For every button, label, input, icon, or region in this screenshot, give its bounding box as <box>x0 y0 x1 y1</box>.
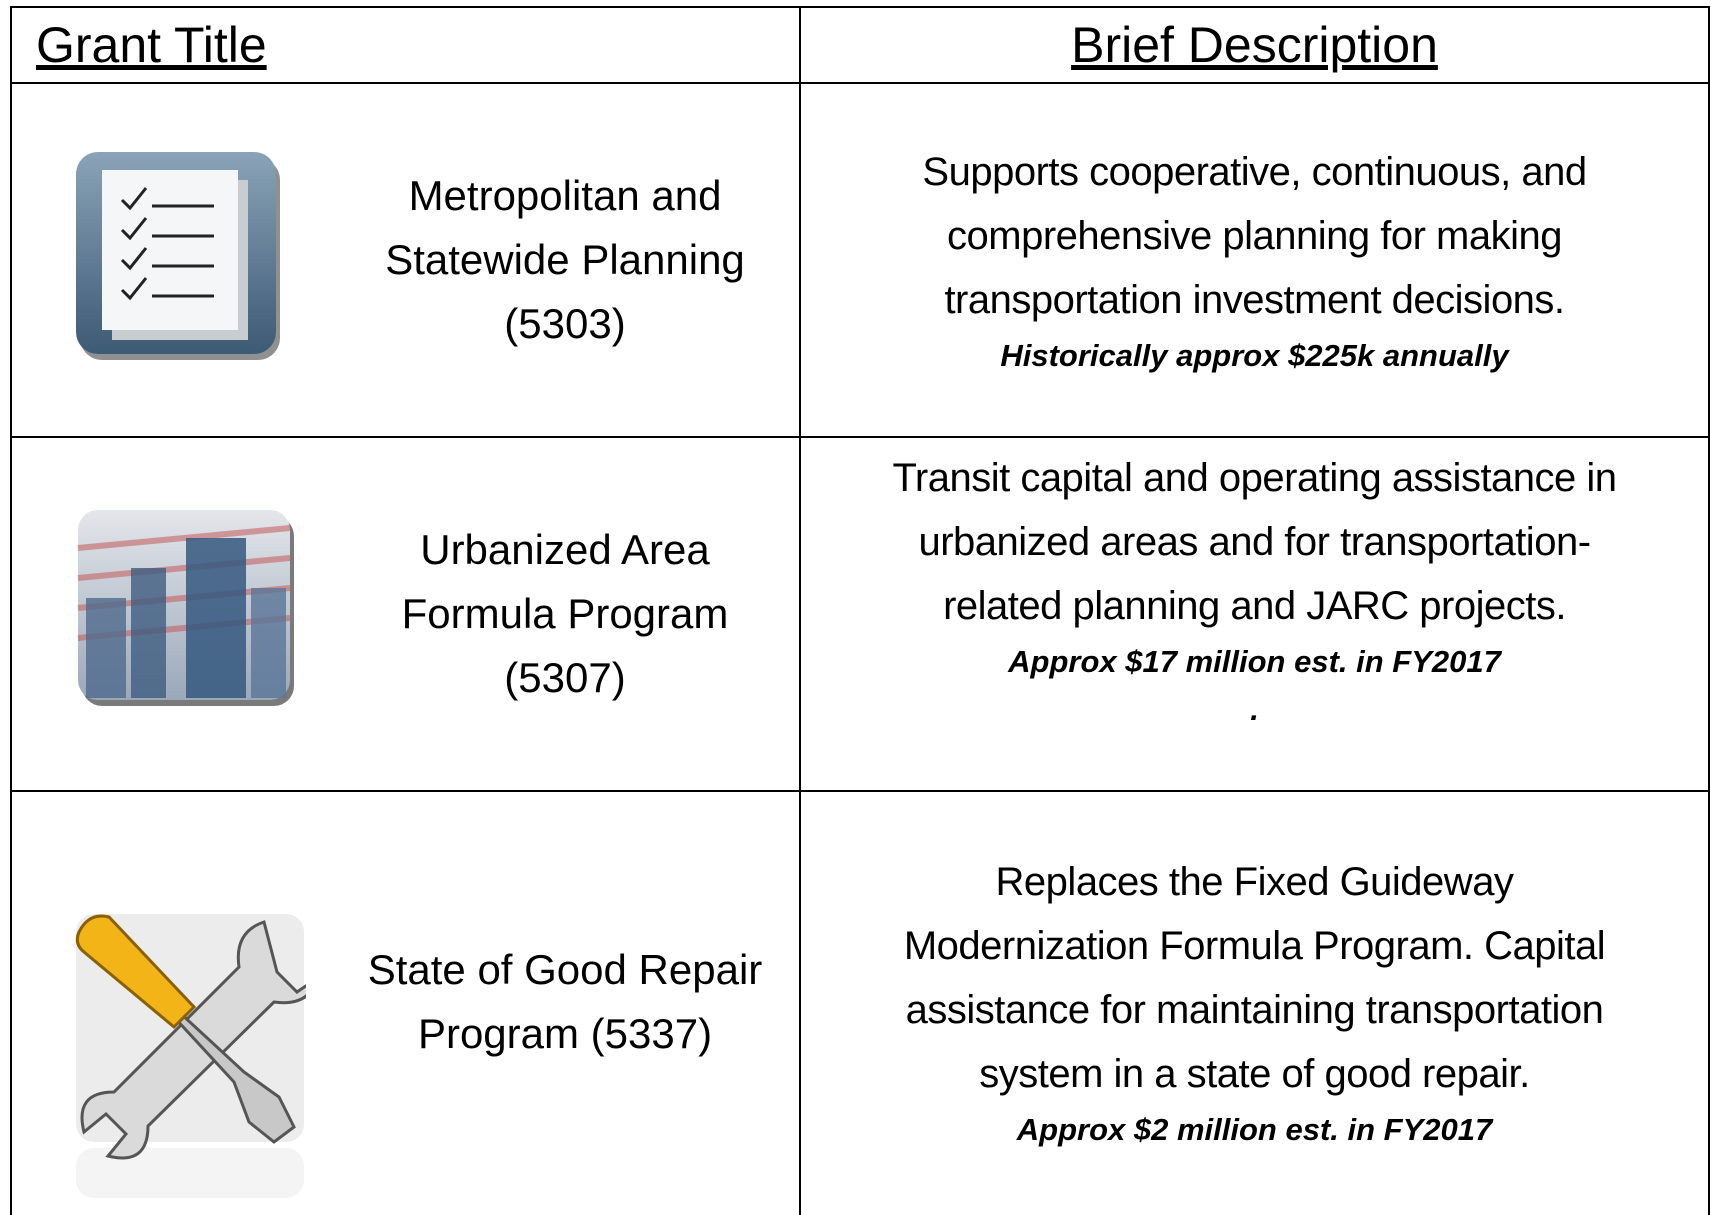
border <box>1708 6 1710 1215</box>
tools-icon <box>75 914 306 1198</box>
text-line: State of Good Repair <box>367 946 763 993</box>
trailer: . <box>1250 692 1259 727</box>
text-line: assistance for maintaining transportatio… <box>905 988 1604 1032</box>
grant-title: Urbanized Area Formula Program (5307) <box>330 438 800 790</box>
column-header: Grant Title <box>36 17 267 73</box>
text-line: Program (5337) <box>417 1010 713 1057</box>
text-line: (5307) <box>504 654 626 701</box>
text-line: Transit capital and operating assistance… <box>892 456 1617 500</box>
border <box>799 6 801 1215</box>
funding-note: Historically approx $225k annually <box>1000 338 1509 373</box>
text-line: Replaces the Fixed Guideway <box>995 860 1514 904</box>
text-line: Statewide Planning <box>385 236 745 283</box>
text-line: Formula Program <box>401 590 729 637</box>
text-line: comprehensive planning for making <box>947 214 1562 258</box>
text-line: Modernization Formula Program. Capital <box>903 924 1606 968</box>
funding-note: Approx $2 million est. in FY2017 <box>1016 1112 1493 1147</box>
text-line: urbanized areas and for transportation- <box>918 520 1591 564</box>
border <box>10 790 1710 792</box>
funding-note: Approx $17 million est. in FY2017 <box>1008 644 1501 679</box>
text-line: (5303) <box>504 300 626 347</box>
border <box>10 82 1710 84</box>
description: Replaces the Fixed Guideway Modernizatio… <box>801 792 1708 1212</box>
grant-title: Metropolitan and Statewide Planning (530… <box>330 84 800 436</box>
checklist-icon <box>76 152 280 360</box>
grant-title: State of Good Repair Program (5337) <box>330 792 800 1212</box>
text-line: system in a state of good repair. <box>979 1052 1530 1096</box>
description: Transit capital and operating assistance… <box>801 438 1708 738</box>
text-line: related planning and JARC projects. <box>943 584 1566 628</box>
border <box>10 6 1710 8</box>
border <box>10 436 1710 438</box>
text-line: Supports cooperative, continuous, and <box>922 150 1587 194</box>
text-line: transportation investment decisions. <box>944 278 1565 322</box>
border <box>10 6 12 1215</box>
text-line: Metropolitan and <box>408 172 722 219</box>
text-line: Urbanized Area <box>420 526 710 573</box>
column-header: Brief Description <box>1071 17 1438 73</box>
description: Supports cooperative, continuous, and co… <box>801 84 1708 436</box>
city-icon <box>77 510 294 706</box>
